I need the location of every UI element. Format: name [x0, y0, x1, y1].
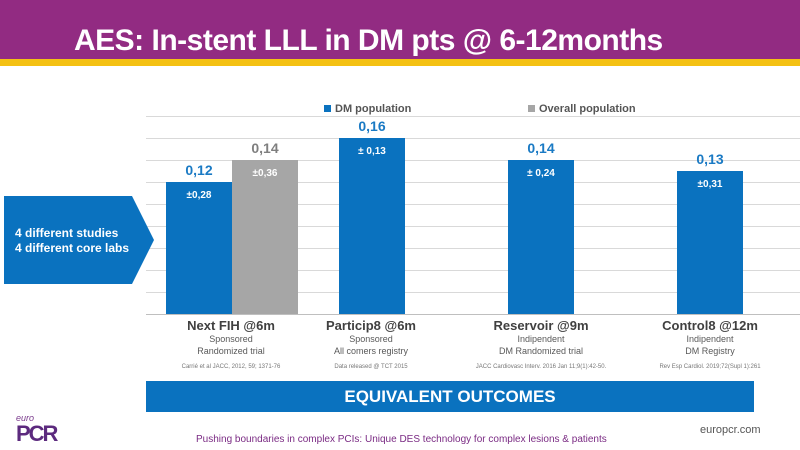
category-reference: Data released @ TCT 2015 [334, 364, 408, 370]
header-stripe [0, 59, 800, 66]
category-design: Randomized trial [197, 346, 265, 356]
data-label: 0,14 [527, 140, 554, 156]
data-label: 0,16 [358, 118, 385, 134]
legend-label-overall: Overall population [539, 103, 636, 115]
logo-euro: euro [16, 413, 35, 423]
legend-swatch-overall [528, 105, 535, 112]
category-design: All comers registry [333, 346, 408, 356]
category-label-2: Particip8 @6m Sponsored All comers regis… [286, 318, 456, 370]
callout-arrow-shape [4, 196, 154, 284]
category-design: DM Randomized trial [498, 346, 584, 356]
legend-swatch-dm [324, 105, 331, 112]
sd-label: ± 0,13 [358, 146, 386, 157]
callout-line-1: 4 different studies [15, 226, 119, 240]
header-bar [0, 0, 800, 59]
category-design: DM Registry [685, 346, 735, 356]
legend-label-dm: DM population [335, 103, 412, 115]
data-label: 0,14 [251, 140, 278, 156]
category-name: Control8 @12m [662, 318, 758, 333]
bar-dm [677, 171, 743, 314]
callout-arrow: 4 different studies 4 different core labs [4, 196, 154, 284]
sd-label: ± 0,24 [527, 168, 555, 179]
bar-dm [508, 160, 574, 314]
category-sponsor: Indipendent [517, 334, 565, 344]
category-reference: Carrié et al JACC, 2012, 59; 1371-76 [181, 364, 281, 370]
europcr-logo: euro PCR [16, 413, 58, 446]
bar-overall [232, 160, 298, 314]
legend-dm: DM population [324, 103, 411, 115]
category-name: Particip8 @6m [326, 318, 416, 333]
footer-site: europcr.com [700, 424, 761, 436]
sd-label: ±0,31 [698, 179, 723, 190]
category-name: Next FIH @6m [187, 318, 275, 333]
data-label: 0,13 [696, 151, 723, 167]
category-reference: Rev Esp Cardiol. 2019;72(Supl 1):261 [659, 364, 761, 370]
category-sponsor: Sponsored [209, 334, 253, 344]
bar-dm [166, 182, 232, 314]
slide-title: AES: In-stent LLL in DM pts @ 6-12months [74, 24, 663, 57]
category-reference: JACC Cardiovasc Interv. 2016 Jan 11;9(1)… [475, 364, 607, 370]
category-label-1: Next FIH @6m Sponsored Randomized trial … [146, 318, 316, 370]
category-sponsor: Indipendent [686, 334, 734, 344]
data-label: 0,12 [185, 162, 212, 178]
logo-pcr: PCR [16, 421, 58, 446]
sd-label: ±0,28 [187, 190, 212, 201]
category-label-3: Reservoir @9m Indipendent DM Randomized … [456, 318, 626, 370]
category-sponsor: Sponsored [349, 334, 393, 344]
bar-chart: 0,12 ±0,28 0,14 ±0,36 0,16 ± 0,13 0,14 ± 0,24 0,… [146, 116, 800, 315]
category-name: Reservoir @9m [493, 318, 589, 333]
footer-tagline: Pushing boundaries in complex PCIs: Uniq… [196, 434, 607, 445]
callout-line-2: 4 different core labs [15, 241, 130, 255]
outcome-banner: EQUIVALENT OUTCOMES [146, 381, 754, 412]
bar-dm [339, 138, 405, 314]
legend-overall: Overall population [528, 103, 636, 115]
sd-label: ±0,36 [253, 168, 278, 179]
category-label-4: Control8 @12m Indipendent DM Registry Re… [625, 318, 795, 370]
